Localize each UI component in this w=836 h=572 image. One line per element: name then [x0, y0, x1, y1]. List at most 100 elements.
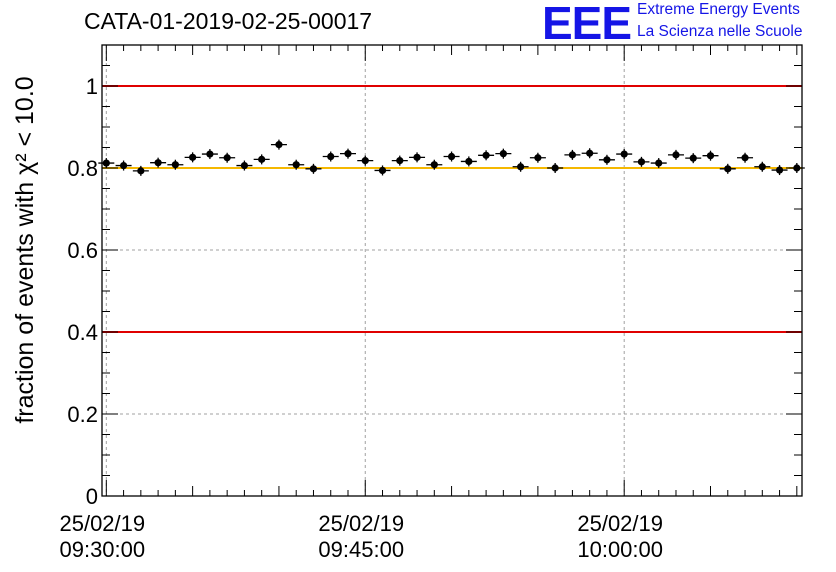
data-marker	[465, 157, 473, 166]
data-point	[184, 152, 201, 163]
data-point	[409, 152, 426, 163]
data-point	[167, 159, 184, 170]
data-point	[443, 151, 460, 162]
data-marker	[551, 164, 559, 172]
data-point	[357, 155, 374, 166]
x-tick-label-date: 25/02/19	[318, 511, 404, 536]
data-marker	[793, 164, 801, 172]
logo-line-extreme-energy-events: Extreme Energy Events	[637, 1, 800, 18]
data-point	[616, 149, 633, 160]
data-point	[581, 148, 598, 159]
data-point	[98, 158, 115, 169]
data-marker	[447, 152, 456, 161]
data-marker	[482, 151, 490, 159]
data-point	[529, 152, 546, 163]
x-tick-label-time: 09:45:00	[318, 537, 404, 562]
data-marker	[137, 167, 145, 175]
data-point	[391, 155, 408, 166]
data-point	[374, 165, 391, 176]
data-marker	[361, 157, 369, 165]
x-tick-label-time: 10:00:00	[577, 537, 663, 562]
x-tick-label-date: 25/02/19	[577, 511, 663, 536]
data-point	[564, 149, 581, 160]
data-point	[339, 148, 356, 159]
eee-logo: EEE	[542, 0, 632, 49]
data-point	[270, 139, 287, 150]
data-marker	[396, 157, 404, 165]
data-point	[650, 158, 667, 169]
data-point	[667, 149, 684, 160]
data-marker	[309, 165, 318, 173]
data-marker	[655, 159, 663, 167]
data-marker	[344, 150, 352, 158]
y-tick-label: 0	[86, 484, 98, 509]
data-marker	[586, 149, 594, 157]
data-marker	[378, 166, 387, 175]
data-marker	[171, 161, 179, 169]
logo-line-la-scienza-nelle-scuole: La Scienza nelle Scuole	[637, 23, 803, 40]
data-point	[495, 148, 512, 159]
data-point	[288, 159, 305, 170]
x-tick-label-time: 09:30:00	[59, 537, 145, 562]
data-point	[219, 152, 236, 163]
data-marker	[102, 159, 110, 167]
data-marker	[223, 154, 231, 162]
y-tick-label: 0.2	[67, 402, 98, 427]
data-marker	[672, 151, 680, 159]
data-marker	[758, 163, 766, 171]
data-point	[132, 165, 149, 176]
data-marker	[206, 150, 214, 158]
data-marker	[275, 141, 283, 149]
data-marker	[620, 150, 628, 158]
y-tick-label: 0.6	[67, 238, 98, 263]
data-point	[598, 154, 615, 165]
data-point	[633, 156, 650, 167]
y-tick-label: 1	[86, 74, 98, 99]
data-marker	[258, 155, 266, 163]
data-point	[322, 151, 339, 162]
data-marker	[534, 154, 542, 162]
data-marker	[430, 161, 438, 169]
y-axis-label: fraction of events with χ² < 10.0	[11, 76, 39, 423]
chart-title: CATA-01-2019-02-25-00017	[84, 8, 373, 34]
data-marker	[189, 153, 197, 161]
data-point	[253, 154, 270, 165]
plot-frame	[101, 44, 803, 497]
data-marker	[517, 163, 525, 171]
x-tick-label-date: 25/02/19	[59, 511, 145, 536]
data-marker	[637, 158, 646, 166]
data-marker	[741, 154, 749, 162]
data-point	[201, 149, 218, 160]
data-point	[754, 161, 771, 172]
data-point	[719, 163, 736, 174]
data-marker	[154, 159, 162, 167]
data-marker	[292, 161, 300, 169]
data-point	[150, 157, 167, 168]
data-marker	[724, 165, 732, 173]
data-point	[685, 153, 702, 164]
data-point	[426, 159, 443, 170]
data-point	[702, 150, 719, 161]
data-point	[737, 152, 754, 163]
data-point	[547, 163, 564, 173]
y-tick-label: 0.4	[67, 320, 98, 345]
y-tick-label: 0.8	[67, 156, 98, 181]
data-point	[305, 163, 322, 174]
data-point	[236, 160, 253, 171]
data-marker	[240, 161, 249, 170]
data-marker	[775, 166, 784, 174]
data-marker	[119, 161, 128, 170]
data-point	[512, 161, 529, 172]
data-point	[115, 160, 132, 171]
data-marker	[706, 152, 715, 160]
data-point	[460, 156, 477, 167]
data-point	[478, 150, 495, 161]
data-marker	[568, 151, 577, 159]
data-point	[771, 165, 788, 176]
data-point	[788, 163, 805, 173]
data-marker	[413, 153, 421, 161]
data-marker	[603, 156, 611, 164]
data-marker	[327, 152, 335, 161]
data-marker	[689, 154, 697, 162]
